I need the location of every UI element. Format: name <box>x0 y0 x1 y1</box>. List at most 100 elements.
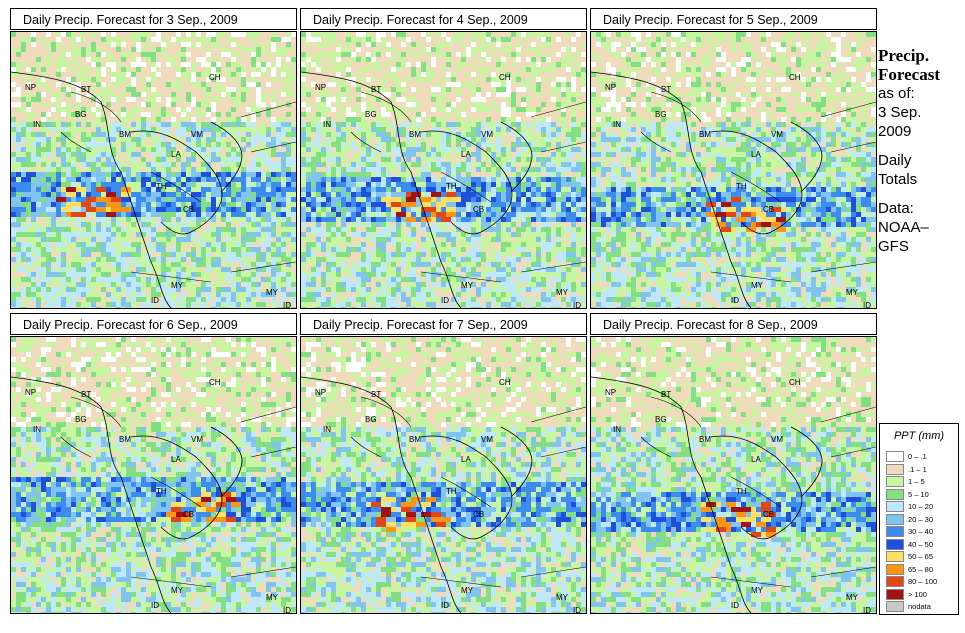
legend-item: 40 – 50 <box>886 538 933 550</box>
legend-swatch <box>886 463 904 475</box>
legend-label: .1 – 1 <box>908 464 927 474</box>
legend-label: 50 – 65 <box>908 552 934 561</box>
legend-swatch <box>886 526 904 537</box>
country-label: NP <box>25 83 36 92</box>
legend-label: 5 – 10 <box>908 489 929 499</box>
country-label: TH <box>156 487 167 496</box>
legend-item: > 100 <box>886 588 927 600</box>
legend-label: 1 – 5 <box>908 477 925 486</box>
country-label: BG <box>365 110 377 119</box>
country-label: NP <box>315 388 326 397</box>
country-label: LA <box>171 455 181 464</box>
country-label: ID <box>863 301 871 308</box>
country-label: NP <box>605 388 616 397</box>
country-label: MY <box>461 586 474 595</box>
country-label: BM <box>699 435 711 444</box>
legend-item: 65 – 80 <box>886 563 933 575</box>
legend-label: 20 – 30 <box>908 514 934 524</box>
legend-label: 80 – 100 <box>908 577 938 586</box>
legend-item: 10 – 20 <box>886 501 933 512</box>
country-label: MY <box>171 586 184 595</box>
country-label: TH <box>446 182 457 191</box>
country-label: IN <box>33 120 41 129</box>
sidebar-heading-1: Precip. <box>878 46 930 65</box>
legend-swatch <box>886 563 904 575</box>
precip-map: NP BT IN BG CH BM VM LA TH CB MY ID MY ID <box>300 31 587 309</box>
country-label: ID <box>573 606 581 613</box>
country-label: BG <box>75 415 87 424</box>
country-label: BT <box>81 390 91 399</box>
panel-title: Daily Precip. Forecast for 5 Sep., 2009 <box>590 8 877 30</box>
precip-map: NP BT IN BG CH BM VM LA TH CB MY ID MY ID <box>590 31 877 309</box>
panel-title: Daily Precip. Forecast for 3 Sep., 2009 <box>10 8 297 30</box>
country-label: VM <box>481 435 493 444</box>
legend-label: 10 – 20 <box>908 502 934 511</box>
legend-item: 0 – .1 <box>886 451 927 462</box>
country-label: VM <box>771 435 783 444</box>
country-label: ID <box>731 296 739 305</box>
country-label: BT <box>371 85 381 94</box>
daily-label-1: Daily <box>878 152 912 169</box>
panel-title: Daily Precip. Forecast for 6 Sep., 2009 <box>10 313 297 335</box>
country-label: ID <box>441 296 449 305</box>
country-label: MY <box>461 281 474 290</box>
country-label: BT <box>371 390 381 399</box>
country-label: IN <box>33 425 41 434</box>
country-label: ID <box>283 301 291 308</box>
legend-item: 30 – 40 <box>886 526 933 537</box>
country-label: NP <box>605 83 616 92</box>
legend-swatch <box>886 538 904 550</box>
country-label: VM <box>191 435 203 444</box>
precip-legend: PPT (mm) 0 – .1 .1 – 1 1 – 5 5 – 10 10 – 20 2… <box>879 423 959 615</box>
country-label: BG <box>655 415 667 424</box>
legend-label: > 100 <box>908 589 927 599</box>
legend-label: nodata <box>908 602 931 611</box>
country-label: ID <box>731 601 739 610</box>
country-label: NP <box>315 83 326 92</box>
legend-swatch <box>886 576 904 587</box>
country-label: MY <box>751 586 764 595</box>
country-label: LA <box>751 150 761 159</box>
country-label: LA <box>171 150 181 159</box>
country-label: CB <box>763 510 774 519</box>
legend-item: 5 – 10 <box>886 488 929 500</box>
country-label: MY <box>556 288 569 297</box>
country-label: CH <box>499 378 511 387</box>
legend-title: PPT (mm) <box>893 430 945 442</box>
country-label: VM <box>481 130 493 139</box>
country-label: CB <box>183 510 194 519</box>
country-label: BM <box>409 435 421 444</box>
country-label: NP <box>25 388 36 397</box>
as-of-label: as of: <box>878 85 915 102</box>
legend-item: .1 – 1 <box>886 463 927 475</box>
country-label: BT <box>661 390 671 399</box>
country-label: ID <box>573 301 581 308</box>
country-label: BM <box>119 435 131 444</box>
country-label: BG <box>75 110 87 119</box>
country-label: ID <box>151 601 159 610</box>
country-label: MY <box>266 593 279 602</box>
legend-swatch <box>886 588 904 600</box>
as-of-date-1: 3 Sep. <box>878 104 922 121</box>
country-label: CB <box>473 510 484 519</box>
legend-item: 1 – 5 <box>886 476 925 487</box>
country-label: ID <box>283 606 291 613</box>
legend-swatch <box>886 501 904 512</box>
country-label: BT <box>81 85 91 94</box>
country-label: TH <box>736 182 747 191</box>
legend-item: 50 – 65 <box>886 551 933 562</box>
country-label: CH <box>789 378 801 387</box>
country-label: BM <box>699 130 711 139</box>
legend-label: 0 – .1 <box>908 452 927 461</box>
as-of-date-2: 2009 <box>878 123 912 140</box>
country-label: VM <box>191 130 203 139</box>
country-label: MY <box>846 288 859 297</box>
legend-swatch <box>886 488 904 500</box>
legend-swatch <box>886 551 904 562</box>
legend-swatch <box>886 513 904 525</box>
precip-map: NP BT IN BG CH BM VM LA TH CB MY ID MY ID <box>10 336 297 614</box>
legend-swatch <box>886 601 904 612</box>
country-label: BM <box>119 130 131 139</box>
country-label: CB <box>473 205 484 214</box>
country-label: BT <box>661 85 671 94</box>
